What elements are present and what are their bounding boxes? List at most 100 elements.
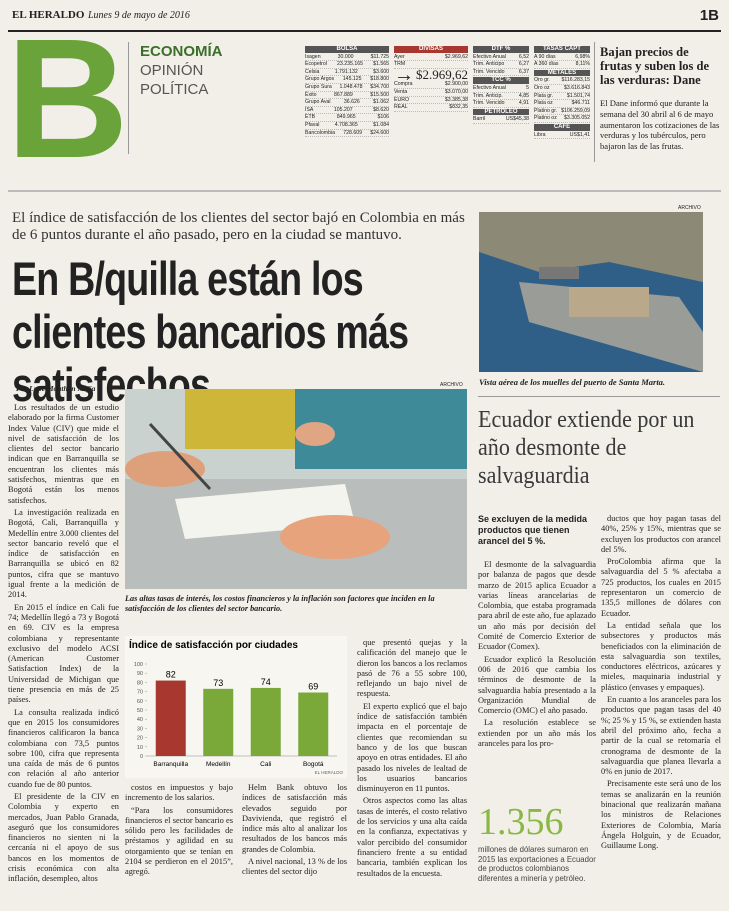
market-cell: 6,98% — [575, 53, 590, 60]
market-cell: 4,91 — [518, 100, 529, 107]
market-cell: Oro oz — [534, 84, 550, 91]
market-highlight: → $2.969,62 — [394, 65, 468, 84]
market-row: Platino gr. $106.259,09 — [534, 108, 590, 116]
section: ECONOMÍA — [140, 43, 223, 60]
market-cell: Trim. Anticip. — [473, 92, 503, 99]
market-row: Isagen 30.000 $11.725 — [305, 54, 389, 62]
market-cell: Venta — [394, 88, 408, 95]
market-cell: $24.600 — [370, 129, 389, 136]
market-row: ETB 849.965 $106 — [305, 114, 389, 122]
market-cell: $18.800 — [370, 76, 389, 83]
market-cell: 36.626 — [343, 99, 360, 106]
highlight-value: $2.969,62 — [416, 66, 468, 82]
market-cell: Pfaval — [305, 121, 320, 128]
paragraph: La consulta realizada indicó que en 2015… — [8, 707, 119, 789]
market-row: Oro gr. $116.283,15 — [534, 77, 590, 85]
market-cell: Platino oz — [534, 115, 557, 122]
market-cell: Trim. Anticipo — [473, 61, 505, 68]
photo-caption: Vista aérea de los muelles del puerto de… — [479, 377, 666, 387]
market-row: Grupo Argos 145.125 $18.800 — [305, 76, 389, 84]
market-title: CAFÉ — [534, 123, 590, 131]
market-cell: A 90 días — [534, 53, 556, 60]
market-cell: US$45,38 — [505, 116, 529, 123]
market-cell: 5 — [526, 84, 529, 91]
market-cell: Trim. Vencido — [473, 68, 505, 75]
value-label: 82 — [166, 670, 176, 680]
market-cell: Celsia — [305, 68, 320, 75]
paragraph: El experto explicó que el bajo índice de… — [357, 701, 467, 794]
market-title: PETRÓLEO — [473, 108, 529, 116]
market-row: EURO $3.385,38 — [394, 97, 468, 105]
market-title: METALES — [534, 69, 590, 77]
market-row: A 90 días 6,98% — [534, 54, 590, 62]
market-cell: Bancolombia — [305, 129, 335, 136]
market-cell: 30.000 — [337, 53, 354, 60]
rule — [478, 396, 720, 397]
column: Helm Bank obtuvo los índices de satisfac… — [242, 783, 347, 893]
market-row: Barril US$45,38 — [473, 116, 529, 124]
column: Los resultados de un estudio elaborado p… — [8, 403, 119, 893]
subtitle: Se excluyen de la medida productos que t… — [478, 514, 588, 546]
photo-credit: ARCHIVO — [678, 205, 701, 211]
bar — [250, 687, 281, 756]
market-cell: Grupo Aval — [305, 99, 331, 106]
big-number-caption: millones de dólares sumaron en 2015 las … — [478, 845, 596, 883]
paragraph: “Para los consumidores financieros el se… — [125, 805, 233, 877]
chart-source: EL HERALDO — [315, 770, 344, 775]
market-row: Grupo Sura 1.048.478 $34.700 — [305, 84, 389, 92]
market-cell: Éxito — [305, 91, 317, 98]
market-title: DIVISAS — [394, 46, 468, 53]
market-row: Plata oz $46.711 — [534, 100, 590, 108]
y-tick-label: 60 — [137, 699, 143, 705]
chart: Índice de satisfacción por ciudades 0 10 20… — [125, 636, 347, 778]
paragraph: ductos que hoy pagan tasas del 40%, 25% … — [601, 514, 721, 554]
market-cell: Efectivo Anual — [473, 53, 506, 60]
market-cell: 4.708.365 — [334, 121, 358, 128]
market-row: Oro oz $3.616.843 — [534, 85, 590, 93]
x-tick-label: Medellín — [206, 761, 231, 768]
market-cell: $2.900,00 — [444, 81, 468, 88]
page-number: 1B — [699, 7, 719, 24]
market-cell: 6,27 — [518, 61, 529, 68]
market-column: DTF % Efectivo Anual 6,52 Trim. Anticipo 6,2… — [473, 45, 529, 163]
market-row: REAL $832,35 — [394, 104, 468, 112]
market-cell: 867.889 — [334, 91, 353, 98]
market-cell: $1.565 — [373, 61, 389, 68]
market-cell: $3.070,00 — [444, 88, 468, 95]
paragraph: El desmonte de la salvaguardia por balan… — [478, 560, 596, 652]
market-cell: $34.700 — [370, 83, 389, 90]
market-row: ISA 105.207 $8.620 — [305, 107, 389, 115]
section-letter: B — [6, 4, 129, 194]
market-row: Trim. Anticipo 6,27 — [473, 61, 529, 69]
market-cell: $1.501,74 — [566, 92, 590, 99]
market-column: BOLSA Isagen 30.000 $11.725 Ecopetrol 23.235.… — [305, 45, 389, 163]
market-row: Pfaval 4.708.365 $1.084 — [305, 122, 389, 130]
market-row: Ayer $2.969,62 — [394, 54, 468, 62]
y-tick-label: 100 — [134, 662, 143, 668]
market-cell: $3.616.843 — [564, 84, 590, 91]
market-row: Éxito 867.889 $15.500 — [305, 92, 389, 100]
paragraph: que presentó quejas y la calificación de… — [357, 638, 467, 699]
market-cell: $3.385,38 — [444, 96, 468, 103]
headline: Ecuador extiende por un año desmonte de … — [478, 407, 695, 489]
column: ductos que hoy pagan tasas del 40%, 25% … — [601, 514, 721, 894]
column: costos en impuestos y bajo incremento de… — [125, 783, 233, 893]
paragraph: Los resultados de un estudio elaborado p… — [8, 403, 119, 505]
divider — [594, 42, 595, 162]
market-cell: Platino gr. — [534, 107, 558, 114]
market-cell: $106.259,09 — [561, 107, 590, 114]
x-tick-label: Cali — [260, 761, 271, 768]
market-cell: $11.725 — [370, 53, 389, 60]
column: que presentó quejas y la calificación de… — [357, 638, 467, 893]
market-cell: $46.711 — [571, 100, 590, 107]
paragraph: El presidente de la CIV en Colombia y ex… — [8, 791, 119, 884]
market-cell: Grupo Sura — [305, 83, 332, 90]
market-row: Efectivo Anual 5 — [473, 85, 529, 93]
bar — [155, 680, 186, 756]
market-cell: Efectivo Anual — [473, 84, 506, 91]
market-title: DTF % — [473, 46, 529, 53]
market-cell: Isagen — [305, 53, 321, 60]
paragraph: Helm Bank obtuvo los índices de satisfac… — [242, 783, 347, 854]
market-cell: Ecopetrol — [305, 61, 327, 68]
